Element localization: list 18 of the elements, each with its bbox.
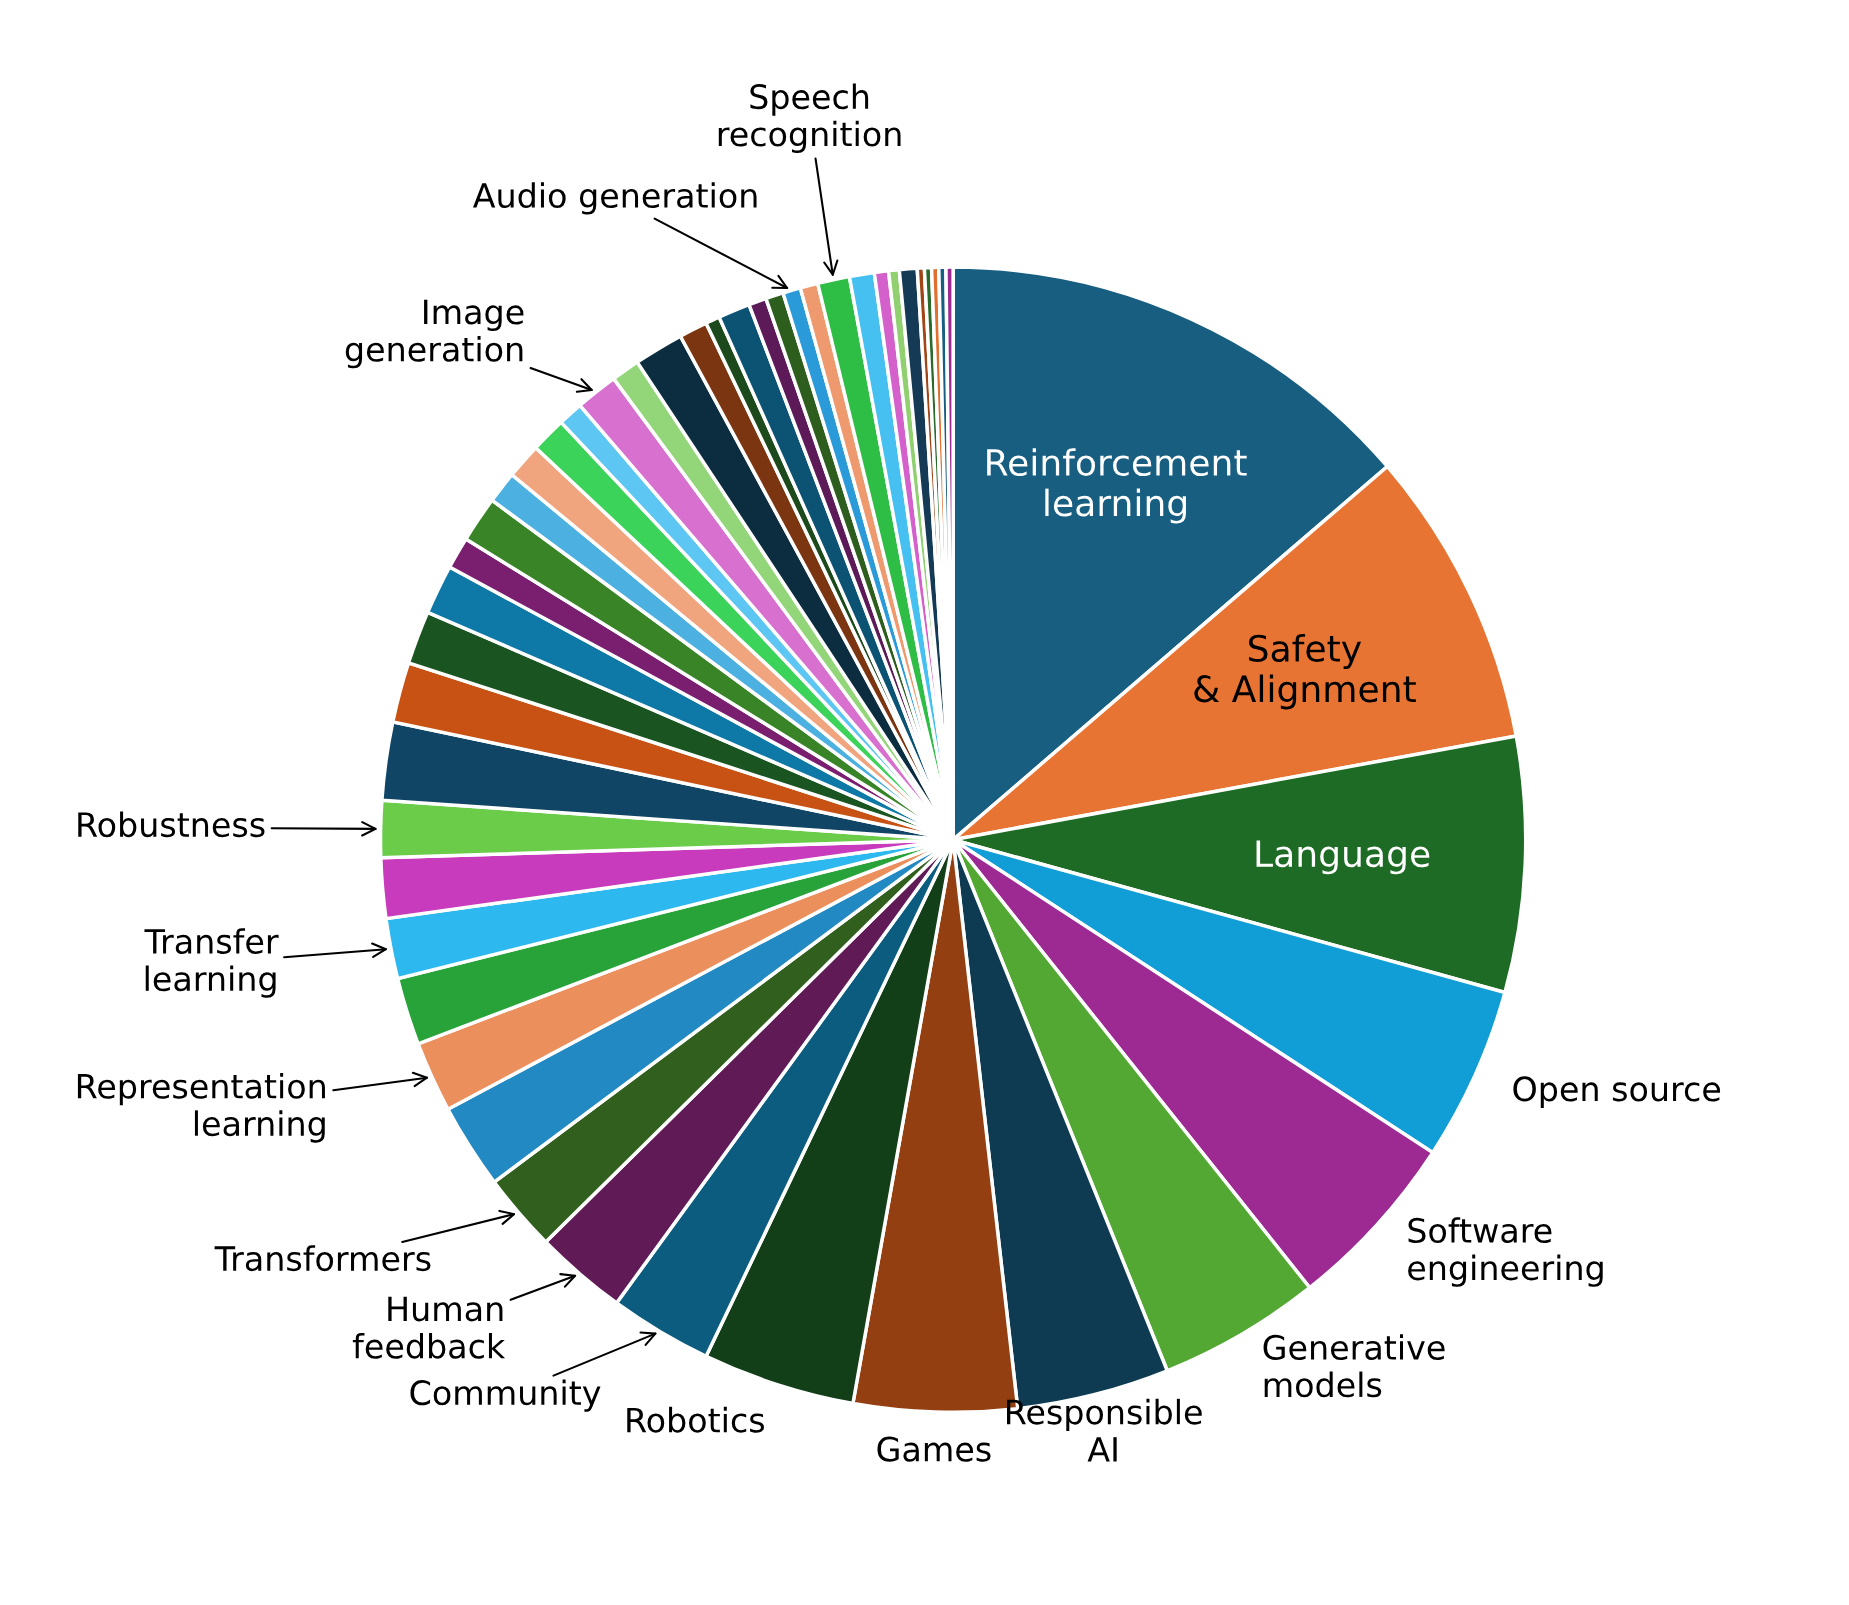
slice-label: Human feedback xyxy=(352,1296,506,1359)
slice-label: Language xyxy=(1256,840,1430,875)
slice-label: Generative models xyxy=(1263,1334,1445,1398)
slice-label: Software engineering xyxy=(1408,1217,1603,1287)
slice-label: Responsible AI xyxy=(1007,1398,1202,1462)
slice-label: Audio generation xyxy=(472,182,757,215)
slice-label: Reinforcement learning xyxy=(987,448,1247,524)
slice-label: Community xyxy=(410,1379,601,1412)
slice-label: Open source xyxy=(1513,1076,1721,1108)
slice-label: Speech recognition xyxy=(718,83,901,154)
slice-label: Transfer learning xyxy=(144,928,279,998)
slice-label: Robotics xyxy=(627,1406,764,1433)
slice-label: Robustness xyxy=(78,811,265,838)
slice-label: Safety & Alignment xyxy=(1194,634,1416,710)
slice-label: Games xyxy=(877,1436,991,1462)
slice-label: Image generation xyxy=(345,299,524,369)
slice-label: Representation learning xyxy=(77,1073,325,1143)
slice-label: Transformers xyxy=(214,1245,431,1272)
